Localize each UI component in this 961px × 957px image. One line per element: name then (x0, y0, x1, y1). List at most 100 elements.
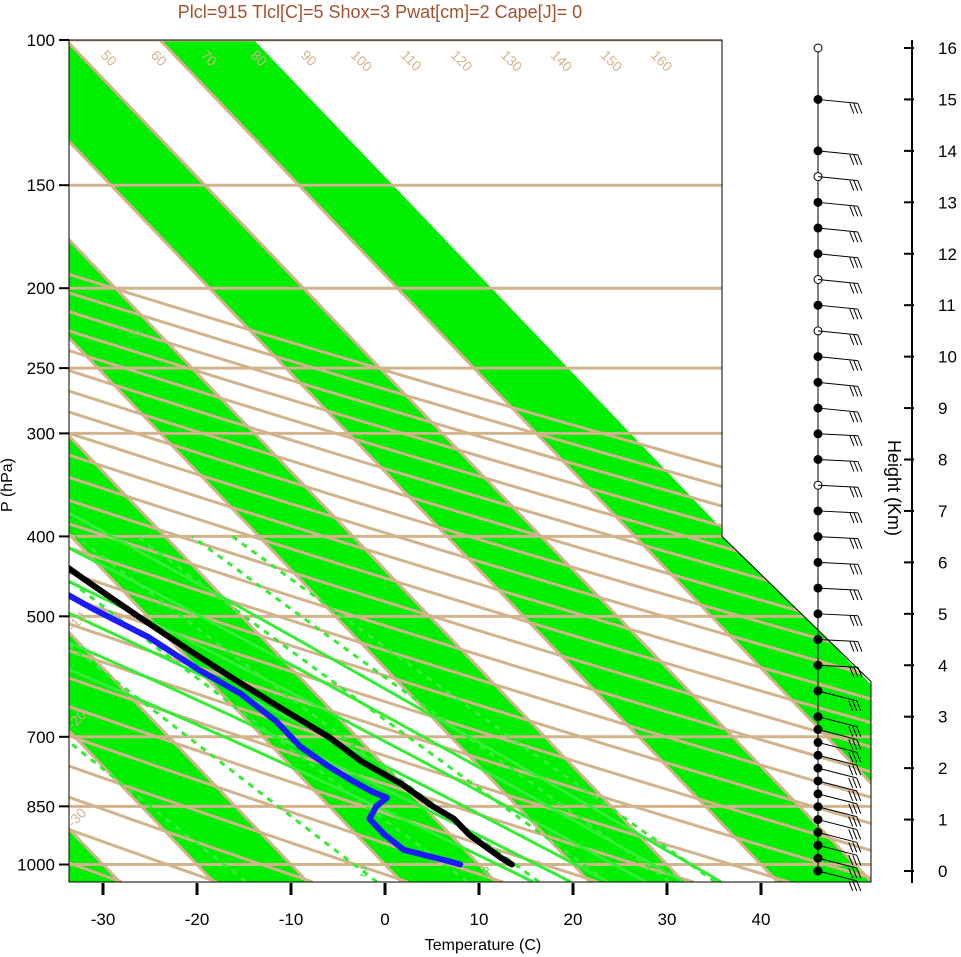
dry-adiabat-line (69, 40, 871, 882)
isotherm-line (69, 40, 591, 882)
sounding-profiles (69, 71, 515, 868)
wind-barb-flag (849, 461, 855, 472)
height-tick-label: 13 (938, 193, 957, 212)
wind-barb-flag (853, 231, 859, 243)
wind-barb-flag (849, 538, 855, 549)
wind-barb-flag (853, 386, 859, 397)
x-tick-label: 0 (380, 910, 389, 929)
wind-barb-flag (853, 512, 859, 524)
wind-barb-shaft (817, 278, 858, 284)
y-axis-label: P (hPa) (0, 458, 16, 512)
adiabat-label: 160 (648, 47, 676, 75)
y-tick-label: 700 (27, 728, 55, 747)
wind-barb-flag (852, 880, 858, 892)
height-tick-label: 7 (938, 502, 947, 521)
wind-barb-shaft (817, 587, 858, 591)
wind-barb-flag (856, 867, 862, 879)
wind-barb-flag (853, 283, 859, 294)
wind-barb-flag (848, 816, 854, 827)
wind-barb-flag (853, 103, 859, 114)
wind-barb-flag (849, 386, 855, 397)
wind-barb-shaft (817, 98, 858, 104)
wind-barb-flag (856, 777, 862, 789)
x-axis: -30 -20 -10 0 10 20 30 40 (91, 883, 771, 929)
adiabat-label: 110 (398, 47, 425, 74)
wind-barb-shaft (817, 561, 858, 565)
wind-barb-flag (852, 803, 858, 814)
height-tick-label: 0 (938, 862, 947, 881)
wind-barb-shaft (817, 613, 858, 617)
y-tick-label: 400 (27, 527, 55, 546)
wind-barb-flag (857, 308, 863, 320)
wind-barb-shaft (817, 729, 857, 740)
wind-barb-flag (848, 739, 854, 750)
height-tick-label: 3 (938, 708, 947, 727)
wind-barb-shaft (817, 304, 858, 310)
wind-barb-shaft (817, 754, 857, 766)
wind-barb-flag (857, 667, 863, 678)
wind-barb-flag (853, 615, 859, 626)
y-axis: 100 150 200 250 300 400 500 700 850 1000 (17, 31, 69, 875)
height-tick-label: 5 (938, 605, 947, 624)
isotherm-label: -30 (64, 804, 90, 830)
x-tick-label: 10 (470, 910, 489, 929)
wind-barb-flag (848, 790, 854, 802)
wind-barb-flag (857, 435, 863, 446)
wind-barb-flag (852, 790, 858, 802)
wind-barb-flag (852, 854, 858, 866)
wind-barb-shaft (817, 806, 857, 818)
wind-barb-flag (848, 829, 854, 840)
wind-barb-shaft (817, 150, 858, 156)
wind-barb-shaft (817, 741, 857, 753)
wind-barb-shaft (817, 433, 858, 437)
wind-barb-shaft (817, 716, 857, 728)
adiabat-label: 150 (598, 47, 626, 75)
wind-barb-flag (856, 752, 862, 763)
wind-barb-flag (853, 461, 859, 472)
y-tick-label: 250 (27, 359, 55, 378)
wind-barb-shaft (817, 819, 857, 830)
wind-barb-flag (848, 777, 854, 789)
wind-barb-flag (857, 386, 863, 397)
plot-frame (68, 39, 872, 883)
height-tick-label: 10 (938, 348, 957, 367)
wind-barb-flag (849, 512, 855, 524)
isotherm-band (69, 40, 871, 882)
y-tick-label: 300 (27, 424, 55, 443)
wind-barb-flag (852, 829, 858, 840)
wind-barb-flag (849, 334, 855, 346)
height-tick-label: 2 (938, 759, 947, 778)
wind-barb-shaft (817, 639, 858, 643)
mixing-ratio-label: 3 (360, 864, 368, 880)
wind-barb-flag (856, 739, 862, 750)
wind-barb-flag (848, 854, 854, 866)
wind-barb-flag (848, 880, 854, 892)
dry-adiabat-line (69, 40, 599, 882)
height-tick-label: 15 (938, 90, 957, 109)
wind-barb-flag (857, 589, 863, 601)
wind-barb-flag (853, 308, 859, 320)
chart-title: Plcl=915 Tlcl[C]=5 Shox=3 Pwat[cm]=2 Cap… (178, 2, 582, 22)
wind-barb-flag (857, 641, 863, 652)
height-tick-label: 16 (938, 39, 957, 58)
adiabat-label: 140 (548, 47, 576, 75)
dry-adiabat-line (69, 40, 871, 882)
dry-adiabat-line (69, 40, 871, 882)
dry-adiabat-line (69, 40, 695, 882)
height-axis-label: Height (Km) (884, 440, 904, 536)
wind-barb-flag (857, 334, 863, 346)
dry-adiabat-line (69, 40, 504, 882)
wind-barb-flag (852, 739, 858, 750)
wind-barb-flag (853, 538, 859, 549)
mixing-ratio-lines (69, 535, 717, 882)
wind-barb-flag (856, 700, 862, 712)
isotherm-line (69, 40, 871, 882)
wind-barb-flag (857, 257, 863, 268)
wind-barb-flag (849, 564, 855, 575)
wind-barb-shaft (817, 330, 858, 336)
wind-barb-flag (856, 816, 862, 827)
x-axis-label: Temperature (C) (425, 937, 541, 954)
wind-barb-flag (853, 257, 859, 268)
mixing-ratio-line (191, 535, 671, 882)
x-tick-label: 40 (752, 910, 771, 929)
